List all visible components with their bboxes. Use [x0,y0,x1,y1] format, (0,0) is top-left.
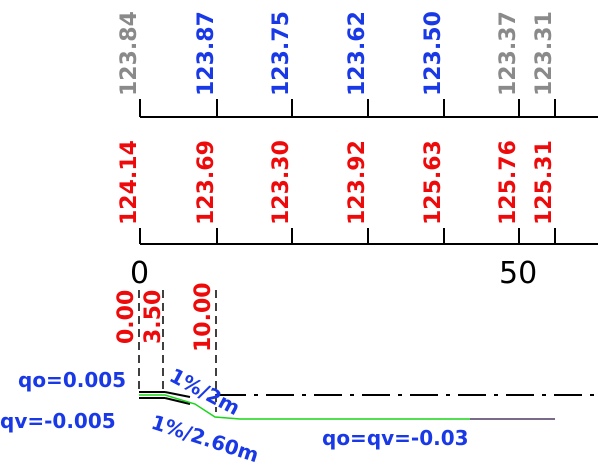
slope-upper-note: 1%/2m [166,363,244,420]
qo-left-note: qo=0.005 [18,368,126,392]
top-elev-label-2: 123.87 [194,11,219,96]
top-elev-label-5: 123.50 [421,11,446,96]
qv-left-note: qv=-0.005 [0,409,116,433]
green-profile-line [139,394,470,420]
top-elev-label-4: 123.62 [345,11,370,96]
top-elev-label-3: 123.75 [269,11,294,96]
offset-label-1: 0.00 [114,290,139,344]
bottom-elev-label-1: 124.14 [117,140,142,225]
station-start-label: 0 [130,256,149,291]
top-elev-label-7: 123.31 [532,11,557,96]
qo-qv-right-note: qo=qv=-0.03 [322,426,469,450]
bottom-elev-label-6: 125.76 [496,140,521,225]
top-elev-label-6: 123.37 [496,11,521,96]
top-elev-label-1: 123.84 [117,11,142,96]
bottom-elev-label-7: 125.31 [532,140,557,225]
offset-guide-lines [138,290,217,412]
bottom-elev-label-3: 123.30 [269,140,294,225]
road-profile-lines [139,391,191,405]
bottom-elev-label-2: 123.69 [194,140,219,225]
top-elevation-axis [139,99,598,118]
offset-label-2: 3.50 [141,290,166,344]
station-fifty-label: 50 [499,256,537,291]
bottom-elev-label-4: 123.92 [345,140,370,225]
offset-label-3: 10.00 [191,282,216,352]
bottom-elev-label-5: 125.63 [421,140,446,225]
bottom-elevation-axis [139,228,598,245]
